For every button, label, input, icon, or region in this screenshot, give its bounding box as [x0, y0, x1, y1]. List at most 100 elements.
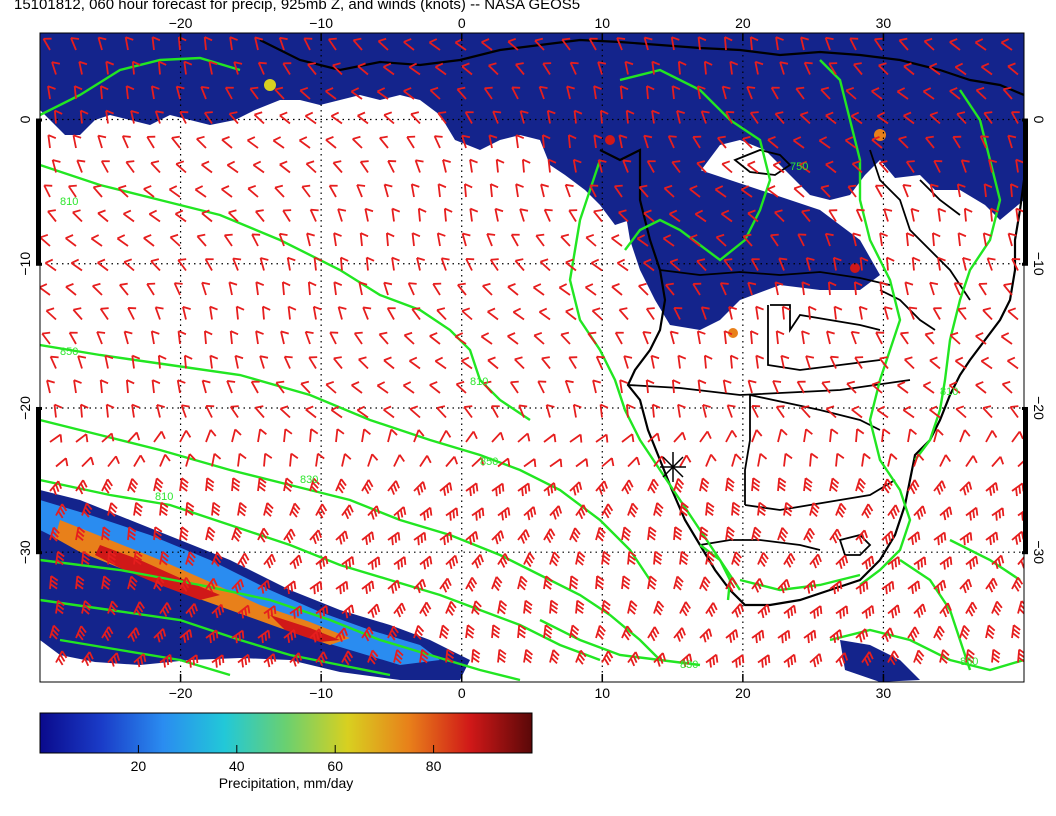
wind-barb: [689, 234, 701, 247]
wind-barb: [751, 429, 763, 443]
wind-barb: [991, 507, 1005, 521]
wind-barb: [705, 551, 716, 566]
wind-barb: [825, 160, 837, 174]
wind-barb: [335, 580, 349, 595]
wind-barb: [627, 456, 641, 468]
wind-barb: [179, 628, 193, 643]
wind-barb: [645, 85, 655, 100]
wind-barb: [1011, 482, 1024, 497]
wind-barb: [569, 575, 579, 590]
wind-barb: [824, 232, 834, 247]
wind-barb: [286, 256, 296, 271]
wind-barb: [204, 258, 214, 271]
wind-barb: [667, 135, 677, 149]
wind-barb: [929, 111, 941, 125]
wind-barb: [281, 281, 291, 296]
contour-label: 830: [680, 659, 698, 671]
wind-barb: [647, 526, 657, 541]
wind-barb: [949, 38, 961, 51]
wind-barb: [495, 158, 505, 173]
wind-barb: [411, 232, 421, 247]
wind-barb: [573, 109, 583, 124]
wind-barb: [746, 86, 756, 100]
wind-barb: [507, 332, 519, 345]
wind-barb: [731, 501, 741, 516]
wind-barb: [671, 85, 681, 100]
wind-barb: [879, 232, 888, 247]
wind-barb: [413, 578, 427, 594]
wind-barb: [853, 62, 863, 76]
wind-barb: [361, 428, 371, 443]
wind-barb: [700, 306, 710, 320]
wind-barb: [255, 281, 265, 296]
wind-barb: [328, 184, 338, 198]
wind-barb: [510, 233, 520, 247]
precipitation-field: [40, 33, 1024, 682]
wind-barb: [429, 381, 441, 394]
wind-barb: [835, 554, 849, 569]
wind-barb: [989, 207, 999, 222]
wind-barb: [593, 209, 603, 223]
wind-barb: [393, 649, 404, 664]
precip-cell: [728, 328, 738, 338]
wind-barb: [1017, 456, 1024, 468]
wind-barb: [361, 580, 375, 595]
wind-barb: [988, 158, 998, 173]
wind-barb: [156, 403, 165, 418]
wind-barb: [800, 36, 809, 51]
wind-barb: [309, 580, 323, 595]
wind-barb: [783, 552, 796, 568]
wind-barb: [751, 477, 761, 492]
wind-barb: [146, 135, 156, 149]
wind-barb: [911, 256, 921, 271]
wind-barb: [643, 134, 653, 149]
wind-barb: [341, 604, 355, 619]
wind-barb: [905, 232, 915, 247]
wind-barb: [861, 503, 874, 519]
lon-tick-label-bottom: 10: [594, 685, 610, 701]
wind-barb: [903, 62, 915, 76]
wind-barb: [148, 209, 161, 223]
wind-barb: [651, 109, 660, 124]
wind-barb: [523, 506, 537, 521]
wind-barb: [948, 381, 961, 394]
wind-barb: [263, 452, 273, 467]
wind-barb: [979, 135, 989, 149]
frame-bar: [36, 407, 41, 553]
lat-tick-mark: [1022, 262, 1028, 266]
colorbar-bar: [39, 712, 533, 754]
wind-barb: [209, 354, 219, 369]
wind-barb: [537, 380, 547, 394]
wind-barb: [844, 136, 857, 149]
wind-barb: [777, 428, 788, 443]
wind-barb: [403, 87, 415, 100]
wind-barb: [767, 185, 779, 198]
wind-barb: [523, 648, 533, 664]
wind-barb: [959, 429, 971, 443]
wind-barb: [469, 207, 479, 222]
wind-barb: [125, 160, 135, 174]
map-frame: [39, 32, 1025, 683]
wind-barb: [854, 356, 864, 369]
wind-barb: [434, 356, 447, 370]
wind-barb: [803, 61, 813, 75]
wind-barb: [679, 550, 689, 566]
wind-barb: [315, 503, 328, 519]
wind-barb: [723, 330, 733, 345]
wind-barb: [159, 551, 170, 566]
wind-barb: [332, 62, 343, 76]
wind-barb: [511, 86, 521, 100]
wind-barb: [985, 531, 999, 546]
wind-barb: [543, 528, 556, 544]
wind-barb: [796, 380, 806, 394]
wind-barb: [699, 576, 711, 592]
frame-bar: [1023, 119, 1028, 264]
wind-barb: [153, 477, 164, 493]
wind-barb: [532, 283, 545, 296]
wind-barb: [855, 477, 866, 493]
wind-barb: [339, 256, 349, 271]
wind-barb: [159, 501, 169, 516]
wind-barb: [299, 86, 311, 100]
wind-barb: [492, 110, 502, 124]
map-title: 15101812, 060 hour forecast for precip, …: [14, 0, 581, 13]
